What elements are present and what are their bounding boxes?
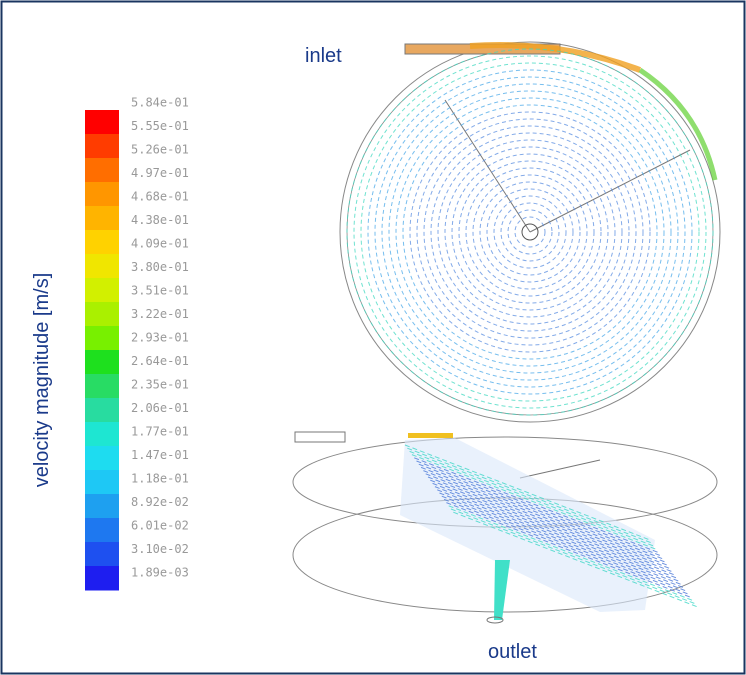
colorbar-tick-label: 2.64e-01 <box>131 354 189 368</box>
flow-ring <box>430 132 630 332</box>
colorbar-tick-label: 3.10e-02 <box>131 542 189 556</box>
flow-ring <box>423 125 637 339</box>
flow-line <box>411 454 658 551</box>
flow-ring <box>381 83 679 381</box>
flow-ring <box>493 195 567 269</box>
color-segment <box>85 494 119 519</box>
flow-line <box>420 466 667 563</box>
flow-ring <box>374 76 686 388</box>
flow-line <box>425 473 671 570</box>
flow-line <box>443 498 690 595</box>
colorbar-tick-label: 2.35e-01 <box>131 378 189 392</box>
flow-ring <box>360 62 700 402</box>
colorbar-tick-label: 4.38e-01 <box>131 213 189 227</box>
flow-ring <box>416 118 644 346</box>
color-segment <box>85 230 119 255</box>
flow-ring <box>500 202 560 262</box>
colorbar-tick-label: 3.80e-01 <box>131 260 189 274</box>
color-segment <box>85 254 119 279</box>
flow-line <box>432 482 678 579</box>
flow-ring <box>437 139 623 325</box>
colorbar-tick-label: 8.92e-02 <box>131 495 189 509</box>
flow-ring <box>472 174 588 290</box>
color-segment <box>85 158 119 183</box>
colorbar-tick-label: 1.77e-01 <box>131 425 189 439</box>
color-segment <box>85 542 119 567</box>
colorbar-tick-label: 3.51e-01 <box>131 284 189 298</box>
color-segment <box>85 278 119 303</box>
flow-ring <box>367 69 693 395</box>
colorbar-tick-label: 2.93e-01 <box>131 331 189 345</box>
top-view <box>339 41 721 423</box>
colorbar-tick-label: 2.06e-01 <box>131 401 189 415</box>
flow-ring <box>458 160 602 304</box>
colorbar-tick-label: 6.01e-02 <box>131 519 189 533</box>
colorbar-tick-label: 1.89e-03 <box>131 566 189 580</box>
colorbar-tick-label: 1.47e-01 <box>131 448 189 462</box>
flow-ring <box>451 153 609 311</box>
flow-line <box>418 463 664 560</box>
color-segment <box>85 566 119 591</box>
color-segment <box>85 350 119 375</box>
colorbar-tick-label: 1.18e-01 <box>131 472 189 486</box>
flow-ring <box>409 111 651 353</box>
flow-line <box>437 489 683 586</box>
colorbar-tick-label: 5.84e-01 <box>131 96 189 110</box>
flow-line <box>450 508 697 605</box>
flow-line <box>441 495 687 592</box>
flow-ring <box>395 97 665 367</box>
colorbar: 5.84e-01 5.55e-01 5.26e-01 4.97e-01 4.68e-01… <box>85 96 189 591</box>
color-segment <box>85 134 119 159</box>
flow-ring <box>388 90 672 374</box>
flow-ring <box>402 104 658 360</box>
flow-line <box>446 502 692 599</box>
color-segment <box>85 326 119 351</box>
flow-ring <box>444 146 616 318</box>
color-segment <box>85 206 119 231</box>
color-segment <box>85 398 119 423</box>
color-segment <box>85 470 119 495</box>
color-segment <box>85 302 119 327</box>
colorbar-tick-label: 5.26e-01 <box>131 143 189 157</box>
color-segment <box>85 374 119 399</box>
flow-ring <box>486 188 574 276</box>
outlet-label: outlet <box>488 641 537 663</box>
flow-ring <box>514 216 546 248</box>
flow-line <box>416 460 662 557</box>
flow-ring <box>479 181 581 283</box>
flow-ring <box>507 209 553 255</box>
color-segment <box>85 446 119 471</box>
flow-line <box>423 470 669 567</box>
flow-line <box>404 444 651 541</box>
flow-line <box>439 492 685 589</box>
flow-line <box>407 447 653 544</box>
flow-line <box>409 450 655 547</box>
colorbar-tick-label: 4.09e-01 <box>131 237 189 251</box>
colorbar-tick-label: 4.97e-01 <box>131 166 189 180</box>
flow-ring <box>353 55 707 409</box>
color-segment <box>85 518 119 543</box>
color-segment <box>85 422 119 447</box>
flow-ring <box>346 48 714 416</box>
side-view <box>292 431 718 624</box>
inlet-label: inlet <box>305 45 342 67</box>
flow-line <box>434 486 681 583</box>
colorbar-title: velocity magnitude [m/s] <box>31 273 53 488</box>
flow-line <box>427 476 674 573</box>
color-segment <box>85 182 119 207</box>
colorbar-tick-label: 5.55e-01 <box>131 119 189 133</box>
flow-line <box>448 505 694 602</box>
colorbar-tick-label: 3.22e-01 <box>131 307 189 321</box>
flow-ring <box>465 167 595 297</box>
color-segment <box>85 110 119 135</box>
colorbar-tick-label: 4.68e-01 <box>131 190 189 204</box>
flow-line <box>453 511 699 608</box>
flow-line <box>414 457 660 554</box>
flow-line <box>430 479 676 576</box>
